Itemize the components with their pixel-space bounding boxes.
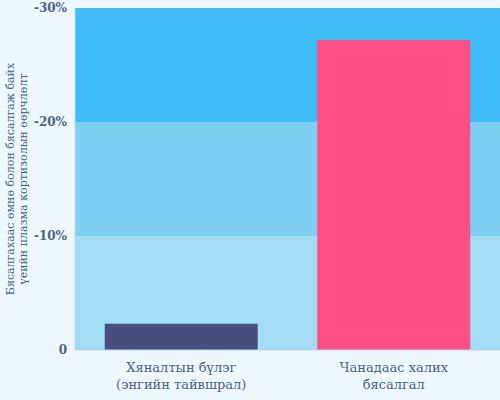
- svg-text:Чанадаас халихбясалгал: Чанадаас халихбясалгал: [340, 360, 449, 392]
- svg-text:0: 0: [59, 343, 67, 357]
- svg-text:-20%: -20%: [34, 115, 68, 129]
- svg-text:-30%: -30%: [34, 1, 68, 15]
- svg-text:Бясалгахаас өмнө болон бясалга: Бясалгахаас өмнө болон бясалгаж байхүеий…: [8, 62, 30, 295]
- svg-text:-10%: -10%: [34, 229, 68, 243]
- svg-text:Хяналтын бүлэг(энгийн тайвшрал: Хяналтын бүлэг(энгийн тайвшрал): [116, 360, 246, 392]
